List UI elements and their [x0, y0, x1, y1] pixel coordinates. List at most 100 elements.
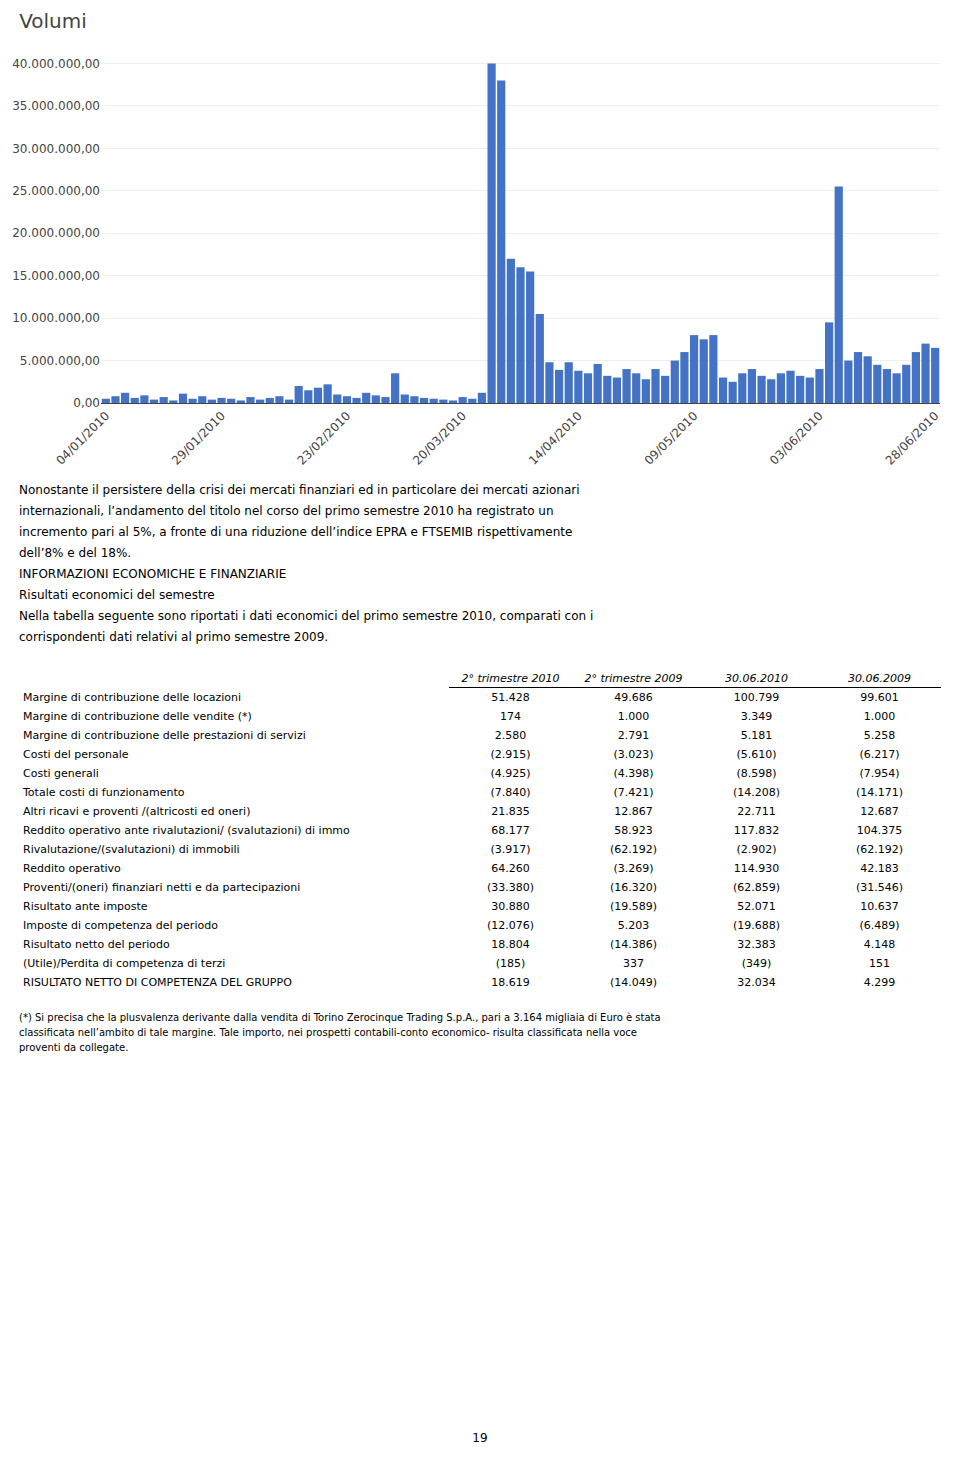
html-text:99.601: 99.601: [860, 691, 899, 704]
html-text:dell’8% e del 18%.: dell’8% e del 18%.: [19, 546, 132, 560]
html-text:5.181: 5.181: [740, 729, 773, 742]
svg-text:5.000.000,00: 5.000.000,00: [20, 354, 100, 368]
html-text:104.375: 104.375: [856, 824, 903, 837]
html-text:(6.489): (6.489): [859, 919, 900, 932]
svg-text:28/06/2010: 28/06/2010: [883, 409, 942, 468]
svg-text:03/06/2010: 03/06/2010: [767, 409, 826, 468]
html-text:(7.840): (7.840): [490, 786, 531, 799]
html-text:(7.954): (7.954): [859, 767, 900, 780]
svg-text:20/03/2010: 20/03/2010: [410, 409, 469, 468]
html-text:68.177: 68.177: [491, 824, 530, 837]
html-text:(62.192): (62.192): [610, 843, 657, 856]
html-text:1.000: 1.000: [863, 710, 896, 723]
html-text:Proventi/(oneri) finanziari ne: Proventi/(oneri) finanziari netti e da p…: [23, 881, 301, 894]
html-text:5.203: 5.203: [617, 919, 650, 932]
html-text:32.383: 32.383: [737, 938, 776, 951]
html-text:Altri ricavi e proventi /(altr: Altri ricavi e proventi /(altricosti ed …: [23, 805, 251, 818]
html-text:Risultato ante imposte: Risultato ante imposte: [23, 900, 148, 913]
html-text:117.832: 117.832: [733, 824, 780, 837]
html-text:(3.269): (3.269): [613, 862, 654, 875]
html-text:52.071: 52.071: [737, 900, 776, 913]
html-text:2.791: 2.791: [617, 729, 650, 742]
html-text:30.06.2009: 30.06.2009: [848, 672, 911, 685]
html-text:30.06.2010: 30.06.2010: [725, 672, 788, 685]
html-text:Margine di contribuzione delle: Margine di contribuzione delle locazioni: [23, 690, 242, 704]
html-text:Nonostante il persistere della: Nonostante il persistere della crisi dei…: [19, 483, 580, 497]
html-text:Reddito operativo ante rivalut: Reddito operativo ante rivalutazioni/ (s…: [23, 824, 350, 837]
html-text:1.000: 1.000: [617, 710, 650, 723]
html-text:3.349: 3.349: [740, 710, 773, 723]
html-text:(12.076): (12.076): [487, 919, 534, 932]
html-text:(62.859): (62.859): [733, 881, 780, 894]
html-text:30.880: 30.880: [491, 900, 530, 913]
html-text:Nella tabella seguente sono ri: Nella tabella seguente sono riportati i …: [19, 609, 594, 623]
html-text:12.687: 12.687: [860, 805, 899, 818]
html-text:(31.546): (31.546): [856, 881, 903, 894]
svg-text:10.000.000,00: 10.000.000,00: [12, 311, 100, 325]
html-text:INFORMAZIONI ECONOMICHE E FINA: INFORMAZIONI ECONOMICHE E FINANZIARIE: [19, 567, 287, 581]
html-text:(14.208): (14.208): [733, 786, 780, 799]
html-text:Margine di contribuzione delle: Margine di contribuzione delle vendite (…: [23, 710, 252, 723]
svg-text:14/04/2010: 14/04/2010: [526, 409, 585, 468]
html-text:64.260: 64.260: [491, 862, 530, 875]
html-text:(3.023): (3.023): [613, 748, 654, 761]
html-text:(4.398): (4.398): [613, 767, 654, 780]
html-text:2° trimestre 2009: 2° trimestre 2009: [584, 672, 683, 685]
html-text:(19.589): (19.589): [610, 900, 657, 913]
html-text:Totale costi di funzionamento: Totale costi di funzionamento: [23, 786, 185, 799]
html-text:(19.688): (19.688): [733, 919, 780, 932]
html-text:49.686: 49.686: [614, 691, 653, 704]
html-text:2.580: 2.580: [494, 729, 527, 742]
html-text:174: 174: [500, 710, 521, 723]
html-text:Margine di contribuzione delle: Margine di contribuzione delle prestazio…: [23, 729, 306, 742]
html-text:21.835: 21.835: [491, 805, 530, 818]
html-text:Risultato netto del periodo: Risultato netto del periodo: [23, 938, 170, 951]
html-text:58.923: 58.923: [614, 824, 653, 837]
html-text:(8.598): (8.598): [736, 767, 777, 780]
html-text:22.711: 22.711: [737, 805, 776, 818]
svg-text:04/01/2010: 04/01/2010: [53, 409, 112, 468]
html-text:(2.902): (2.902): [736, 843, 777, 856]
html-text:(4.925): (4.925): [490, 767, 531, 780]
html-text:(6.217): (6.217): [859, 748, 900, 761]
svg-text:09/05/2010: 09/05/2010: [642, 409, 701, 468]
svg-text:29/01/2010: 29/01/2010: [169, 409, 228, 468]
html-text:42.183: 42.183: [860, 862, 899, 875]
html-text:internazionali, l’andamento de: internazionali, l’andamento del titolo n…: [19, 504, 554, 518]
html-text:Rivalutazione/(svalutazioni) d: Rivalutazione/(svalutazioni) di immobili: [23, 843, 240, 856]
svg-text:Volumi: Volumi: [19, 9, 87, 33]
html-text:Costi del personale: Costi del personale: [23, 748, 129, 761]
html-text:incremento pari al 5%, a front: incremento pari al 5%, a fronte di una r…: [19, 525, 573, 539]
html-text:(2.915): (2.915): [490, 748, 531, 761]
html-text:114.930: 114.930: [733, 862, 780, 875]
html-text:(14.171): (14.171): [856, 786, 903, 799]
html-text:18.804: 18.804: [491, 938, 530, 951]
svg-text:30.000.000,00: 30.000.000,00: [12, 142, 100, 156]
html-text:19: 19: [472, 1431, 488, 1445]
svg-text:23/02/2010: 23/02/2010: [294, 409, 353, 468]
svg-text:15.000.000,00: 15.000.000,00: [12, 269, 100, 283]
svg-text:25.000.000,00: 25.000.000,00: [12, 184, 100, 198]
html-text:10.637: 10.637: [860, 900, 899, 913]
html-text:12.867: 12.867: [614, 805, 653, 818]
html-text:2° trimestre 2010: 2° trimestre 2010: [461, 672, 560, 685]
svg-text:40.000.000,00: 40.000.000,00: [12, 57, 100, 71]
html-text:Reddito operativo: Reddito operativo: [23, 862, 121, 875]
html-text:(7.421): (7.421): [613, 786, 654, 799]
html-text:Costi generali: Costi generali: [23, 767, 99, 780]
html-text:51.428: 51.428: [491, 691, 530, 704]
html-text:(33.380): (33.380): [487, 881, 534, 894]
svg-text:35.000.000,00: 35.000.000,00: [12, 99, 100, 113]
html-text:(5.610): (5.610): [736, 748, 777, 761]
svg-text:20.000.000,00: 20.000.000,00: [12, 226, 100, 240]
html-text:(16.320): (16.320): [610, 881, 657, 894]
html-text:(14.386): (14.386): [610, 938, 657, 951]
html-text:5.258: 5.258: [863, 729, 896, 742]
html-text:100.799: 100.799: [733, 691, 780, 704]
html-text:(3.917): (3.917): [490, 843, 531, 856]
svg-text:0,00: 0,00: [73, 396, 100, 410]
html-text:Imposte di competenza del peri: Imposte di competenza del periodo: [23, 919, 218, 932]
html-text:(62.192): (62.192): [856, 843, 903, 856]
html-text:Risultati economici del semest: Risultati economici del semestre: [19, 588, 215, 602]
html-text:corrispondenti dati relativi a: corrispondenti dati relativi al primo se…: [19, 630, 329, 644]
